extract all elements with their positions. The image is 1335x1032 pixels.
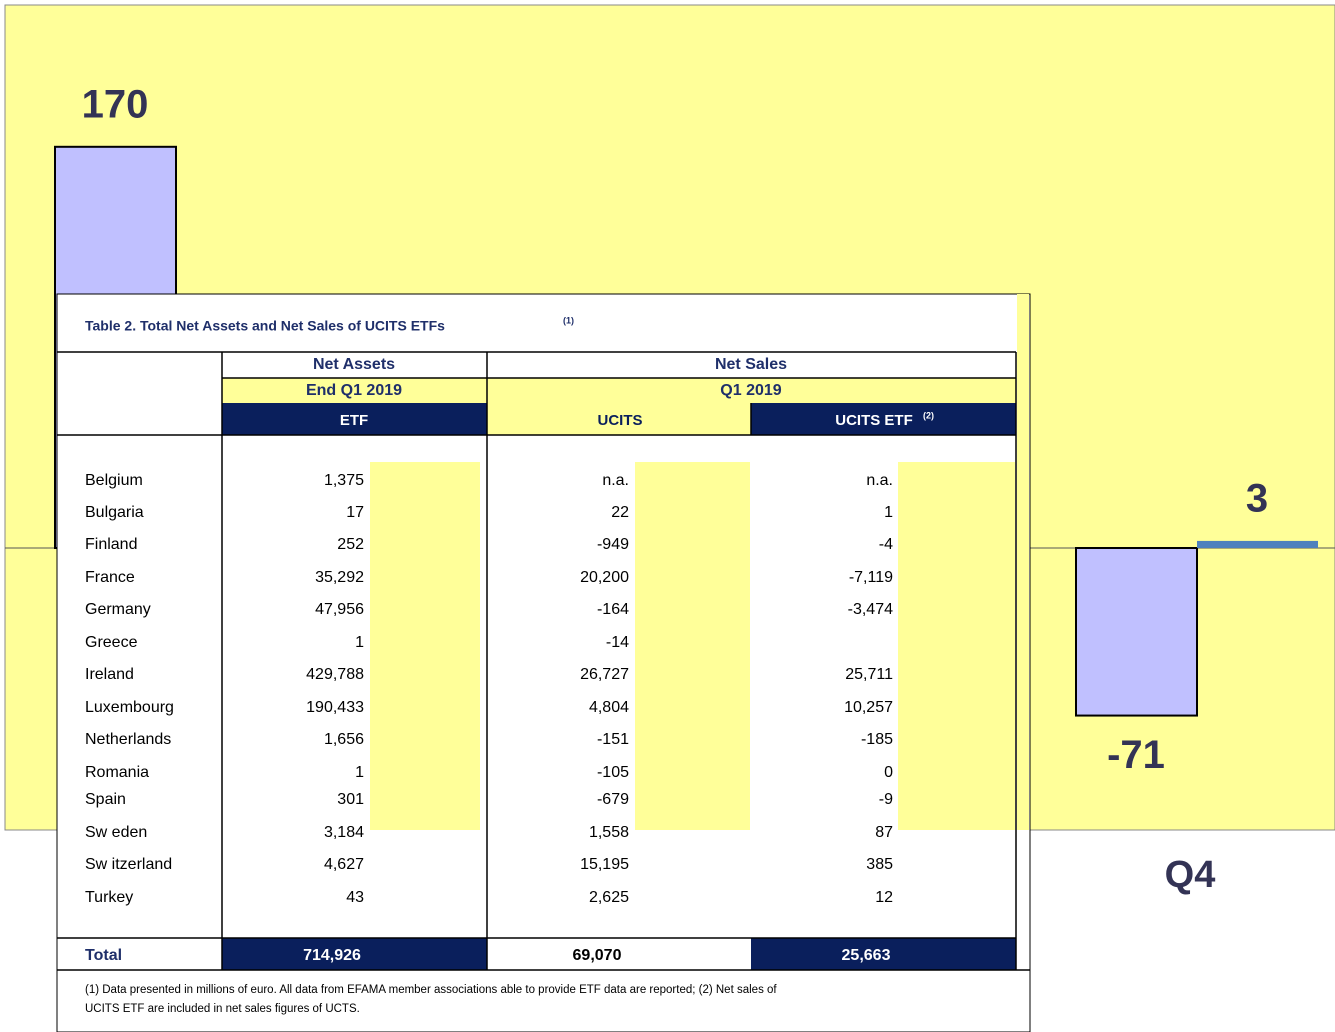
category-label: Q4	[1165, 854, 1216, 896]
bar	[1075, 547, 1198, 717]
cell-value: -14	[606, 634, 629, 651]
row-label: Sw eden	[85, 824, 147, 841]
row-label: Bulgaria	[85, 504, 144, 521]
row-label: Luxembourg	[85, 699, 174, 716]
row-label: Turkey	[85, 889, 133, 906]
cell-value: 385	[866, 856, 893, 873]
footnote: UCITS ETF are included in net sales figu…	[85, 1003, 360, 1015]
cell-value: -3,474	[848, 601, 893, 618]
cell-value: 1	[355, 634, 364, 651]
row-label: Sw itzerland	[85, 856, 172, 873]
row-label: Finland	[85, 536, 137, 553]
cell-value: 1,558	[589, 824, 629, 841]
cell-value: -151	[597, 731, 629, 748]
period-header: Q1 2019	[720, 382, 781, 399]
cell-value: 10,257	[844, 699, 893, 716]
header-note: (2)	[923, 410, 934, 420]
cell-value: 4,804	[589, 699, 629, 716]
row-label: Greece	[85, 634, 138, 651]
cell-value: 26,727	[580, 666, 629, 683]
row-label: Romania	[85, 764, 149, 781]
cell-value: 22	[611, 504, 629, 521]
cell-value: -7,119	[849, 569, 893, 586]
cell-value: 87	[875, 824, 893, 841]
table-title: Table 2. Total Net Assets and Net Sales …	[85, 318, 445, 334]
bar-label: 170	[82, 82, 149, 126]
chart-showthrough	[1017, 294, 1029, 830]
header-cell	[751, 403, 1016, 435]
chart-showthrough	[370, 462, 480, 830]
column-header: ETF	[340, 412, 368, 429]
total-label: Total	[85, 947, 122, 964]
cell-value: 1	[884, 504, 893, 521]
bar	[1197, 540, 1318, 548]
cell-value: 3,184	[324, 824, 364, 841]
cell-value: 43	[346, 889, 364, 906]
total-value: 69,070	[573, 947, 622, 964]
cell-value: -9	[879, 791, 893, 808]
period-header: End Q1 2019	[306, 382, 402, 399]
cell-value: -185	[861, 731, 893, 748]
cell-value: n.a.	[866, 472, 893, 489]
row-label: Belgium	[85, 472, 143, 489]
cell-value: 1	[355, 764, 364, 781]
bar-label: 3	[1246, 476, 1268, 520]
total-value: 714,926	[303, 947, 361, 964]
cell-value: 1,375	[324, 472, 364, 489]
total-value: 25,663	[842, 947, 891, 964]
column-header: UCITS ETF	[835, 412, 913, 429]
row-label: Germany	[85, 601, 151, 618]
total-cell	[222, 938, 487, 970]
cell-value: 190,433	[306, 699, 364, 716]
bar-label: -71	[1107, 733, 1165, 777]
cell-value: 25,711	[845, 666, 893, 683]
footnote: (1) Data presented in millions of euro. …	[85, 984, 777, 996]
cell-value: 0	[884, 764, 893, 781]
cell-value: 17	[346, 504, 364, 521]
header-band	[222, 378, 1016, 403]
title-note: (1)	[563, 315, 574, 325]
total-cell	[751, 938, 1016, 970]
cell-value: 1,656	[324, 731, 364, 748]
cell-value: 12	[875, 889, 893, 906]
group-header: Net Assets	[313, 356, 395, 373]
header-cell	[487, 403, 751, 435]
chart-showthrough	[635, 462, 750, 830]
table: Table 2. Total Net Assets and Net Sales …	[56, 293, 1031, 1032]
column-header: UCITS	[598, 412, 643, 429]
cell-value: 429,788	[306, 666, 364, 683]
header-cell	[222, 403, 487, 435]
cell-value: -4	[879, 536, 893, 553]
cell-value: -164	[597, 601, 629, 618]
cell-value: 301	[337, 791, 364, 808]
cell-value: 2,625	[589, 889, 629, 906]
cell-value: 15,195	[580, 856, 629, 873]
cell-value: 4,627	[324, 856, 364, 873]
cell-value: -949	[597, 536, 629, 553]
row-label: Netherlands	[85, 731, 171, 748]
cell-value: -105	[597, 764, 629, 781]
row-label: Spain	[85, 791, 126, 808]
cell-value: 47,956	[315, 601, 364, 618]
cell-value: -679	[597, 791, 629, 808]
row-label: Ireland	[85, 666, 134, 683]
chart-showthrough	[898, 462, 1015, 830]
cell-value: 35,292	[315, 569, 364, 586]
cell-value: 252	[337, 536, 364, 553]
row-label: France	[85, 569, 135, 586]
cell-value: n.a.	[602, 472, 629, 489]
cell-value: 20,200	[580, 569, 629, 586]
group-header: Net Sales	[715, 356, 787, 373]
